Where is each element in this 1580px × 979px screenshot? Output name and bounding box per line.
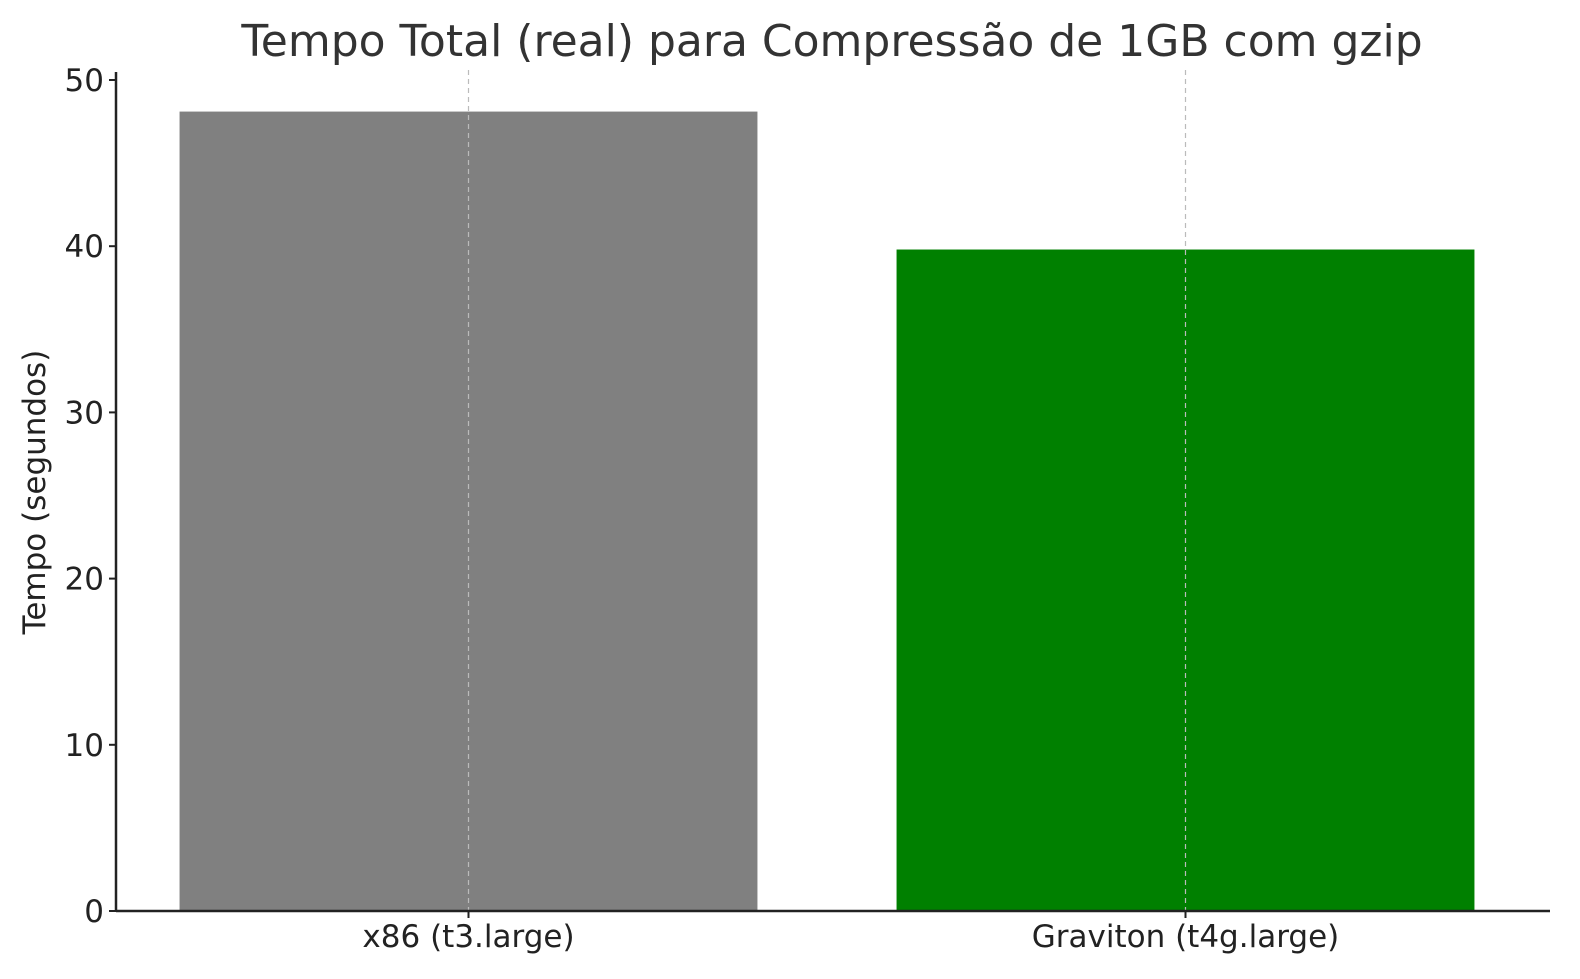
y-tick-label: 30 bbox=[65, 395, 104, 431]
bars bbox=[179, 111, 1475, 912]
chart-title: Tempo Total (real) para Compressão de 1G… bbox=[240, 16, 1422, 67]
x-tick-label: x86 (t3.large) bbox=[362, 919, 574, 955]
y-tick-label: 50 bbox=[65, 63, 104, 99]
x-axis-ticks: x86 (t3.large) Graviton (t4g.large) bbox=[362, 911, 1339, 955]
y-tick-label: 20 bbox=[65, 562, 104, 598]
x-tick-label: Graviton (t4g.large) bbox=[1032, 919, 1340, 955]
axes bbox=[114, 72, 1550, 913]
y-tick-label: 0 bbox=[84, 894, 104, 930]
y-tick-label: 10 bbox=[65, 728, 104, 764]
y-axis-ticks: 0 10 20 30 40 50 bbox=[65, 63, 116, 930]
y-axis-label: Tempo (segundos) bbox=[17, 350, 53, 636]
y-tick-label: 40 bbox=[65, 229, 104, 265]
